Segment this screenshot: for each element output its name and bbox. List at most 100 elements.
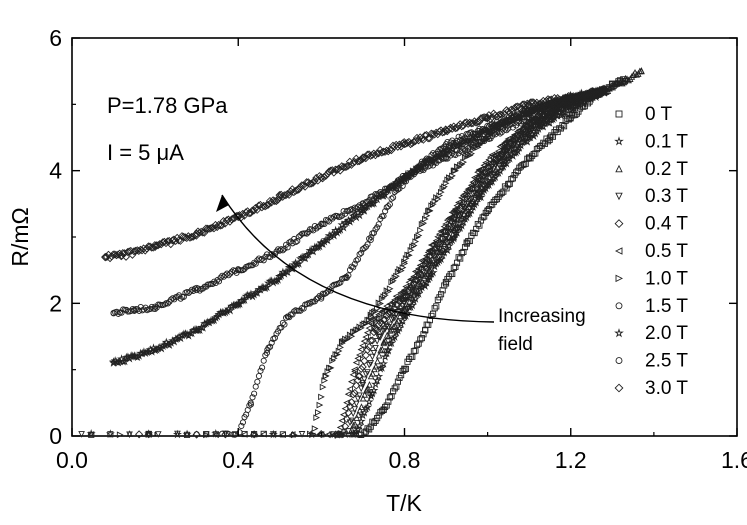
data-point-7-187 xyxy=(367,236,374,244)
data-point-0-key-7 xyxy=(484,207,491,214)
data-point-5-200 xyxy=(387,301,395,309)
data-point-2-221 xyxy=(422,272,429,279)
data-point-1-key-8 xyxy=(499,159,509,168)
data-point-1-72 xyxy=(182,429,192,439)
data-point-10-key-8 xyxy=(400,140,409,149)
data-point-9-key-3 xyxy=(193,287,200,294)
legend-label: 2.0 T xyxy=(645,323,688,344)
y-tick-label: 2 xyxy=(49,290,62,316)
data-point-7-key-3 xyxy=(264,346,271,353)
data-point-7-105 xyxy=(236,429,243,436)
data-point-7-179 xyxy=(354,256,362,263)
data-point-9-168 xyxy=(378,190,385,198)
data-point-2-181 xyxy=(358,403,365,410)
legend-entry: 0.3 T xyxy=(615,186,688,207)
data-point-10-203 xyxy=(425,134,434,143)
data-point-10-296 xyxy=(574,92,583,101)
data-point-10-238 xyxy=(481,113,490,122)
data-point-3-229 xyxy=(434,245,442,253)
data-point-4-182 xyxy=(358,362,367,372)
data-point-4-266 xyxy=(492,156,501,165)
legend-entry: 2.0 T xyxy=(614,323,688,344)
data-point-2-238 xyxy=(449,230,456,238)
data-point-5-277 xyxy=(510,131,518,139)
data-point-5-251 xyxy=(469,178,477,186)
data-point-7-168 xyxy=(337,279,344,286)
data-point-2-237 xyxy=(447,234,455,241)
data-point-8-96 xyxy=(262,282,272,292)
data-point-3-54 xyxy=(154,431,162,438)
data-point-6-244 xyxy=(458,160,466,168)
data-point-10-key-13 xyxy=(599,87,609,96)
legend-marker xyxy=(615,164,623,173)
data-point-7-114 xyxy=(251,390,258,397)
data-point-1-191 xyxy=(372,375,382,385)
data-point-2-244 xyxy=(458,214,466,221)
data-point-9-222 xyxy=(465,145,472,152)
data-point-10-312 xyxy=(599,84,609,93)
data-point-10-54 xyxy=(187,232,196,242)
x-tick-label: 1.2 xyxy=(555,447,587,473)
data-point-0-225 xyxy=(428,312,435,319)
data-point-6-207 xyxy=(399,264,407,271)
data-point-1-207 xyxy=(398,316,408,325)
data-point-10-128 xyxy=(305,179,314,188)
data-point-1-195 xyxy=(379,359,389,368)
data-point-2-213 xyxy=(409,294,417,302)
data-point-9-34 xyxy=(164,300,171,307)
data-point-1-231 xyxy=(436,254,446,264)
data-point-6-195 xyxy=(380,293,388,300)
data-point-6-30 xyxy=(116,431,124,439)
data-point-9-153 xyxy=(354,203,362,210)
data-point-8-key-9 xyxy=(441,146,451,155)
data-point-8-key-1 xyxy=(129,351,139,361)
data-point-0-key-5 xyxy=(443,280,450,287)
data-point-2-188 xyxy=(369,370,377,377)
data-point-7-161 xyxy=(326,286,333,293)
data-point-4-96 xyxy=(221,430,230,439)
data-point-3-173 xyxy=(345,428,352,435)
data-point-5-184 xyxy=(362,333,370,341)
data-point-9-key-6 xyxy=(318,220,325,227)
data-point-0-231 xyxy=(438,291,445,298)
data-point-6-200 xyxy=(388,278,396,286)
data-point-10-228 xyxy=(465,118,474,127)
legend-label: 0.3 T xyxy=(645,186,688,207)
data-point-9-105 xyxy=(278,246,285,253)
data-point-5-267 xyxy=(494,147,502,155)
data-point-3-182 xyxy=(359,382,367,389)
data-point-0-key-6 xyxy=(463,240,470,247)
data-point-9-44 xyxy=(180,293,187,300)
data-point-2-226 xyxy=(430,261,437,269)
data-point-3-181 xyxy=(357,385,365,393)
data-point-0-238 xyxy=(449,270,456,277)
data-point-2-192 xyxy=(375,351,383,359)
data-point-5-213 xyxy=(408,275,416,283)
data-point-10-271 xyxy=(534,100,543,109)
data-point-0-213 xyxy=(409,353,416,360)
data-point-8-65 xyxy=(212,311,222,321)
data-point-3-199 xyxy=(386,321,394,329)
data-point-6-190 xyxy=(372,307,380,315)
data-point-2-204 xyxy=(394,317,402,324)
data-point-6-179 xyxy=(354,326,362,333)
data-point-10-key-11 xyxy=(525,100,534,109)
current-annotation: I = 5 μA xyxy=(107,140,184,165)
data-point-2-229 xyxy=(434,253,442,261)
data-point-6-175 xyxy=(348,332,356,340)
data-point-5-234 xyxy=(442,220,449,228)
data-point-10-19 xyxy=(131,246,140,255)
data-point-7-183 xyxy=(361,244,368,252)
data-point-3-144 xyxy=(298,431,306,438)
data-point-6-155 xyxy=(316,401,324,409)
data-point-5-221 xyxy=(421,255,429,263)
data-point-4-165 xyxy=(331,430,340,439)
data-point-9-73 xyxy=(227,270,234,277)
legend-label: 1.5 T xyxy=(645,296,688,317)
data-point-0-188 xyxy=(369,418,376,425)
data-point-7-115 xyxy=(252,383,259,390)
data-point-2-353 xyxy=(633,70,640,78)
data-point-10-111 xyxy=(278,192,287,201)
data-point-8-120 xyxy=(300,253,310,263)
data-point-9-225 xyxy=(469,142,477,149)
